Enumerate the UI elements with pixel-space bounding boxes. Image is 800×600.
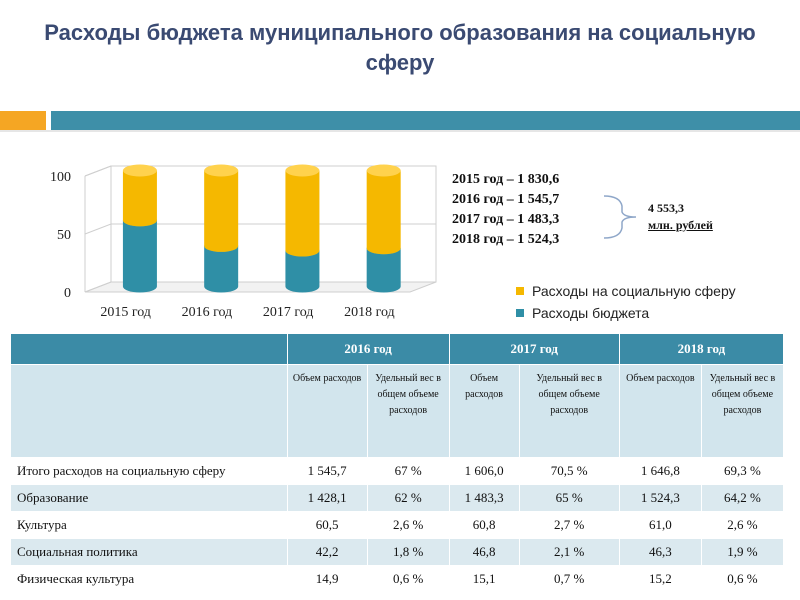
cell-value: 14,9 xyxy=(286,565,368,593)
cell-value: 65 % xyxy=(518,484,620,512)
cell-value: 0,6 % xyxy=(366,565,450,593)
bar-social xyxy=(122,170,157,227)
gridline xyxy=(84,165,436,177)
y-tick-label: 100 xyxy=(50,170,71,185)
legend-item-budget: Расходы бюджета xyxy=(516,302,736,324)
gridline xyxy=(84,223,436,235)
bar-social-top xyxy=(285,164,320,177)
cell-value: 62 % xyxy=(366,484,450,512)
y-tick-label: 50 xyxy=(57,228,71,243)
legend-label-budget: Расходы бюджета xyxy=(532,305,650,321)
bar-budget xyxy=(285,250,320,293)
y-tick-label: 0 xyxy=(64,286,71,301)
cell-value: 0,7 % xyxy=(518,565,620,593)
x-category-label: 2015 год xyxy=(100,305,151,320)
cell-value: 67 % xyxy=(366,457,450,485)
legend-label-social: Расходы на социальную сферу xyxy=(532,283,736,299)
stacked-bar-chart: 0 50 100 2015 год 2016 год 2017 год 2018 год xyxy=(50,164,437,320)
chart-legend: Расходы на социальную сферу Расходы бюдж… xyxy=(516,280,736,324)
right-brace xyxy=(603,195,637,239)
slide-title: Расходы бюджета муниципального образован… xyxy=(44,20,756,75)
table-row: Физическая культура 14,9 0,6 % 15,1 0,7 … xyxy=(10,565,785,593)
cell-value: 2,6 % xyxy=(366,511,450,539)
table-row: Образование 1 428,1 62 % 1 483,3 65 % 1 … xyxy=(10,484,785,512)
total-line-2015: 2015 год – 1 830,6 xyxy=(452,172,560,187)
table-row: Итого расходов на социальную сферу 1 545… xyxy=(10,457,785,485)
bar-social xyxy=(285,170,320,257)
legend-swatch-social xyxy=(516,287,524,295)
cell-value: 1,8 % xyxy=(366,538,450,566)
total-sum-value: 4 553,3 xyxy=(648,201,684,215)
bar-budget xyxy=(204,245,239,293)
cell-value: 15,2 xyxy=(618,565,702,593)
subheader-share: Удельный вес в общем объеме расходов xyxy=(366,364,450,458)
cell-value: 60,8 xyxy=(448,511,520,539)
bar-budget xyxy=(366,248,401,293)
expenses-table: 2016 год 2017 год 2018 год Объем расходо… xyxy=(10,333,785,593)
bar-social xyxy=(204,170,239,252)
total-line-2018: 2018 год – 1 524,3 xyxy=(452,232,560,247)
subheader-share: Удельный вес в общем объеме расходов xyxy=(700,364,785,458)
table-row: Социальная политика 42,2 1,8 % 46,8 2,1 … xyxy=(10,538,785,566)
row-label: Физическая культура xyxy=(10,565,288,593)
table-subheader-row: Объем расходов Удельный вес в общем объе… xyxy=(10,364,785,458)
cell-value: 2,1 % xyxy=(518,538,620,566)
cell-value: 1 545,7 xyxy=(286,457,368,485)
cell-value: 70,5 % xyxy=(518,457,620,485)
cell-value: 1 606,0 xyxy=(448,457,520,485)
total-line-2017: 2017 год – 1 483,3 xyxy=(452,212,560,227)
x-category-label: 2018 год xyxy=(344,305,395,320)
cell-value: 46,8 xyxy=(448,538,520,566)
cell-value: 1 524,3 xyxy=(618,484,702,512)
row-label: Итого расходов на социальную сферу xyxy=(10,457,288,485)
subheader-blank-cell xyxy=(10,364,288,458)
header-blank-cell xyxy=(10,333,288,365)
gridline xyxy=(84,281,436,293)
yearly-totals: 2015 год – 1 830,6 2016 год – 1 545,7 20… xyxy=(452,170,559,250)
subheader-share: Удельный вес в общем объеме расходов xyxy=(518,364,620,458)
cell-value: 69,3 % xyxy=(700,457,785,485)
subheader-volume: Объем расходов xyxy=(448,364,520,458)
header-year-2018: 2018 год xyxy=(618,333,785,365)
bar-social-top xyxy=(366,164,401,177)
cell-value: 64,2 % xyxy=(700,484,785,512)
header-year-2017: 2017 год xyxy=(448,333,620,365)
cell-value: 2,7 % xyxy=(518,511,620,539)
x-category-label: 2016 год xyxy=(182,305,233,320)
table-row: Культура 60,5 2,6 % 60,8 2,7 % 61,0 2,6 … xyxy=(10,511,785,539)
row-label: Культура xyxy=(10,511,288,539)
bar-social xyxy=(366,170,401,255)
cell-value: 15,1 xyxy=(448,565,520,593)
cell-value: 61,0 xyxy=(618,511,702,539)
cell-value: 60,5 xyxy=(286,511,368,539)
total-sum-unit: млн. рублей xyxy=(648,218,713,232)
subheader-volume: Объем расходов xyxy=(286,364,368,458)
bar-social-top xyxy=(122,164,157,177)
total-line-2016: 2016 год – 1 545,7 xyxy=(452,192,560,207)
bar-social-top xyxy=(204,164,239,177)
table-header-row: 2016 год 2017 год 2018 год xyxy=(10,333,785,365)
header-year-2016: 2016 год xyxy=(286,333,450,365)
accent-divider xyxy=(0,130,800,132)
cell-value: 1 646,8 xyxy=(618,457,702,485)
legend-swatch-budget xyxy=(516,309,524,317)
cell-value: 46,3 xyxy=(618,538,702,566)
subheader-volume: Объем расходов xyxy=(618,364,702,458)
x-category-label: 2017 год xyxy=(263,305,314,320)
bar-budget xyxy=(122,220,157,293)
total-sum: 4 553,3 млн. рублей xyxy=(648,200,713,234)
cell-value: 0,6 % xyxy=(700,565,785,593)
row-label: Социальная политика xyxy=(10,538,288,566)
row-label: Образование xyxy=(10,484,288,512)
accent-bar-teal xyxy=(51,111,800,131)
cell-value: 1 483,3 xyxy=(448,484,520,512)
accent-bar-orange xyxy=(0,111,46,131)
legend-item-social: Расходы на социальную сферу xyxy=(516,280,736,302)
cell-value: 1 428,1 xyxy=(286,484,368,512)
cell-value: 42,2 xyxy=(286,538,368,566)
cell-value: 1,9 % xyxy=(700,538,785,566)
cell-value: 2,6 % xyxy=(700,511,785,539)
